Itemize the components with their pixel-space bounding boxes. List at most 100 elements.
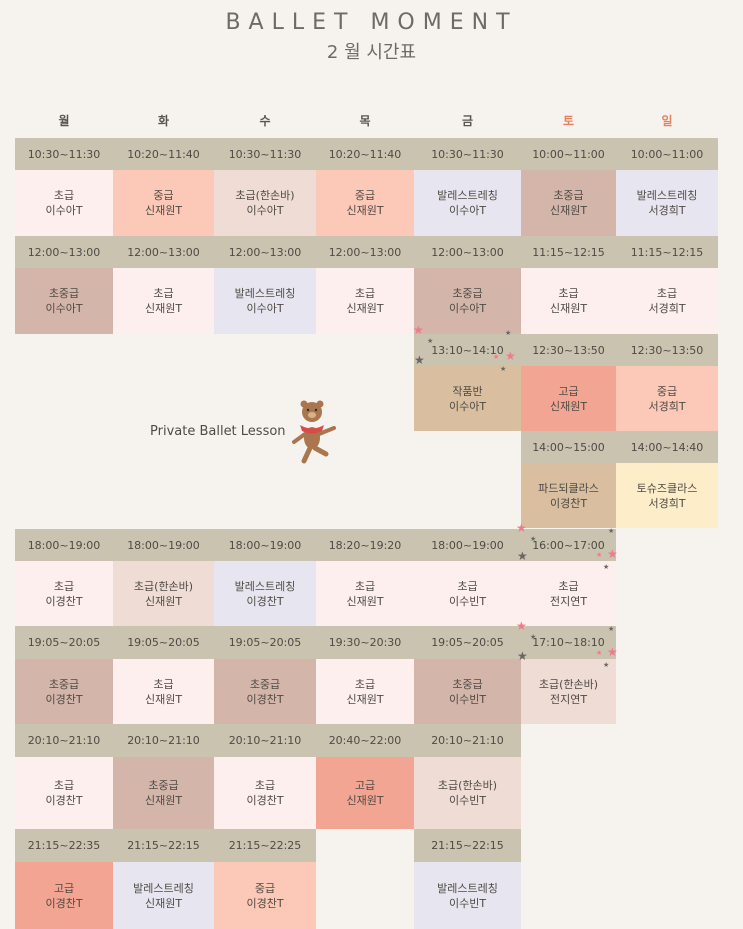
class-name: 초급 xyxy=(558,287,579,300)
star-icon: ★ xyxy=(414,353,425,367)
time-slot: 19:05~20:05 xyxy=(113,626,214,659)
ballerina-bear-illustration xyxy=(292,400,336,464)
time-slot: 12:00~13:00 xyxy=(15,236,113,268)
teacher-name: 이수빈T xyxy=(448,794,487,807)
class-name: 발레스트레칭 xyxy=(234,287,296,300)
time-slot: 21:15~22:15 xyxy=(414,829,521,862)
class-cell: 초급(한손바) 이수아T xyxy=(214,170,316,236)
class-cell: 초급 이경찬T xyxy=(214,757,316,829)
time-slot: 10:30~11:30 xyxy=(15,138,113,170)
class-cell: 초중급 이수아T xyxy=(15,268,113,334)
time-slot: 20:10~21:10 xyxy=(214,724,316,757)
class-name: 초중급 xyxy=(553,189,584,202)
class-name: 발레스트레칭 xyxy=(234,579,296,593)
teacher-name: 신재원T xyxy=(549,399,588,413)
day-header: 수 xyxy=(259,114,271,128)
time-slot: 14:00~14:40 xyxy=(616,431,718,463)
teacher-name: 서경희T xyxy=(648,204,686,217)
time-slot: 19:05~20:05 xyxy=(15,626,113,659)
class-cell: 초중급 이경찬T xyxy=(214,659,316,724)
teacher-name: 이수아T xyxy=(448,399,487,413)
star-icon: ★ xyxy=(608,527,615,535)
class-cell: 초중급 이수빈T xyxy=(414,659,521,724)
time-slot: 10:30~11:30 xyxy=(414,138,521,170)
class-cell: 초급 이수아T xyxy=(15,170,113,236)
class-name: 초중급 xyxy=(249,677,281,691)
page-subtitle: 2 월 시간표 xyxy=(326,42,417,63)
class-name: 초중급 xyxy=(48,287,80,300)
time-slot: 10:20~11:40 xyxy=(113,138,214,170)
time-slot: 20:40~22:00 xyxy=(316,724,414,757)
time-slot: 12:00~13:00 xyxy=(214,236,316,268)
class-cell: 중급 이경찬T xyxy=(214,862,316,929)
class-cell: 초급 이경찬T xyxy=(15,561,113,626)
teacher-name: 이경찬T xyxy=(45,594,83,608)
class-name: 초급 xyxy=(354,579,376,593)
time-slot: 19:05~20:05 xyxy=(414,626,521,659)
star-icon: ★ xyxy=(530,633,537,641)
teacher-name: 신재원T xyxy=(144,204,183,217)
teacher-name: 이경찬T xyxy=(45,896,83,910)
time-slot: 12:00~13:00 xyxy=(113,236,214,268)
teacher-name: 신재원T xyxy=(549,302,588,315)
time-slot: 18:00~19:00 xyxy=(15,529,113,561)
class-name: 작품반 xyxy=(452,384,483,398)
day-header: 목 xyxy=(359,114,371,128)
teacher-name: 신재원T xyxy=(144,594,183,608)
class-cell: 중급 서경희T xyxy=(616,366,718,431)
star-icon: ★ xyxy=(493,353,500,361)
class-name: 초급(한손바) xyxy=(235,189,295,202)
class-cell: 초급 신재원T xyxy=(113,659,214,724)
teacher-name: 이경찬T xyxy=(45,794,83,807)
teacher-name: 이수아T xyxy=(448,204,487,217)
class-cell: 초중급 신재원T xyxy=(113,757,214,829)
class-name: 고급 xyxy=(354,779,376,792)
teacher-name: 신재원T xyxy=(346,794,384,807)
class-cell: 발레스트레칭 이수빈T xyxy=(414,862,521,929)
class-cell: 초급 전지연T xyxy=(521,561,616,626)
class-cell: 초급 이수빈T xyxy=(414,561,521,626)
star-icon: ★ xyxy=(517,549,528,563)
star-icon: ★ xyxy=(530,535,537,543)
time-slot: 12:30~13:50 xyxy=(616,334,718,366)
teacher-name: 신재원T xyxy=(346,692,384,706)
class-name: 초급 xyxy=(656,287,678,300)
class-name: 초급 xyxy=(354,677,376,691)
class-name: 고급 xyxy=(558,384,579,398)
teacher-name: 신재원T xyxy=(346,594,384,608)
class-cell: 발레스트레칭 신재원T xyxy=(113,862,214,929)
class-name: 고급 xyxy=(53,881,75,895)
private-lesson-label: Private Ballet Lesson xyxy=(150,424,286,439)
class-name: 초급 xyxy=(558,579,579,593)
teacher-name: 이경찬T xyxy=(246,896,284,910)
class-name: 파드되클라스 xyxy=(538,481,599,495)
class-name: 초중급 xyxy=(148,779,179,792)
teacher-name: 서경희T xyxy=(648,496,686,510)
class-name: 초급 xyxy=(53,579,75,593)
star-icon: ★ xyxy=(607,645,618,659)
class-cell: 발레스트레칭 서경희T xyxy=(616,170,718,236)
class-name: 초급(한손바) xyxy=(133,579,194,593)
class-name: 중급 xyxy=(656,384,678,398)
teacher-name: 이경찬T xyxy=(549,496,588,510)
teacher-name: 이경찬T xyxy=(246,594,284,608)
time-slot: 19:30~20:30 xyxy=(316,626,414,659)
time-slot: 11:15~12:15 xyxy=(521,236,616,268)
teacher-name: 신재원T xyxy=(346,204,384,217)
time-slot: 11:15~12:15 xyxy=(616,236,718,268)
teacher-name: 신재원T xyxy=(549,204,588,217)
star-icon: ★ xyxy=(603,661,610,669)
star-icon: ★ xyxy=(516,619,527,633)
class-name: 초중급 xyxy=(452,677,483,691)
time-slot: 18:20~19:20 xyxy=(316,529,414,561)
time-slot: 10:00~11:00 xyxy=(521,138,616,170)
day-header: 일 xyxy=(661,114,673,128)
class-name: 초중급 xyxy=(452,287,483,300)
class-cell: 초중급 이수아T xyxy=(414,268,521,334)
teacher-name: 이경찬T xyxy=(45,692,83,706)
class-name: 중급 xyxy=(153,189,174,202)
class-cell: 초급 신재원T xyxy=(316,561,414,626)
class-cell: 초급 신재원T xyxy=(316,659,414,724)
